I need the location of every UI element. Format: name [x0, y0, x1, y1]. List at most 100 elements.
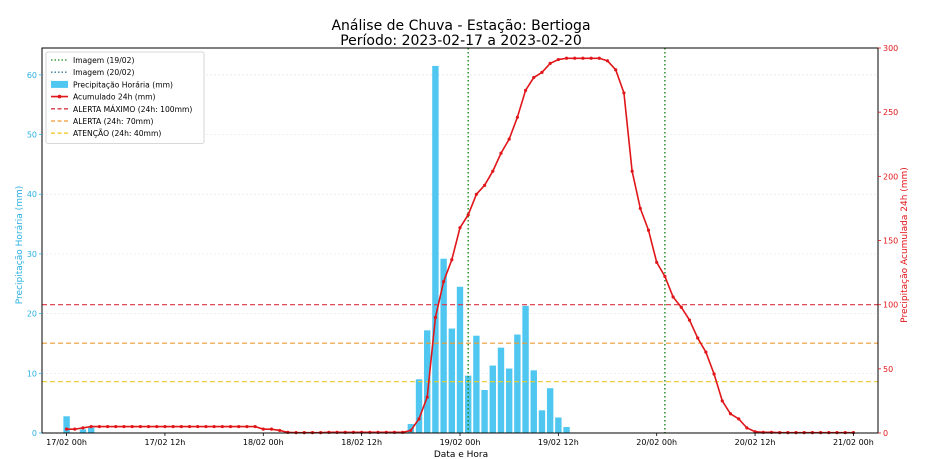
legend-label: Imagem (20/02): [73, 68, 134, 77]
accum-point: [581, 56, 585, 60]
precip-bar: [79, 429, 87, 433]
accum-point: [138, 424, 142, 429]
precip-bar: [448, 328, 456, 433]
accum-point: [646, 228, 651, 232]
accum-point: [540, 70, 544, 74]
precip-bar: [538, 410, 546, 433]
precip-bar: [555, 417, 562, 433]
accum-point: [89, 424, 93, 429]
accum-point: [196, 424, 200, 429]
x-axis-label: Data e Hora: [434, 450, 488, 459]
x-tick-label: 17/02 12h: [145, 438, 186, 447]
accum-point: [278, 428, 282, 433]
accum-point: [155, 424, 159, 429]
accum-point: [704, 350, 708, 354]
legend-item: Acumulado 24h (mm): [51, 93, 156, 102]
y-right-tick-label: 50: [883, 365, 893, 374]
x-tick-label: 18/02 00h: [243, 438, 284, 447]
accum-point: [564, 56, 569, 60]
accum-point: [532, 75, 536, 80]
y-right-tick-label: 150: [883, 237, 898, 246]
accum-point: [73, 427, 77, 431]
legend-item: Imagem (20/02): [51, 68, 134, 77]
y-left-tick-label: 60: [27, 71, 37, 80]
accum-point: [548, 61, 552, 65]
accum-point: [105, 424, 110, 429]
accum-point: [163, 424, 167, 429]
accum-point: [171, 424, 175, 429]
legend: Imagem (19/02) Imagem (20/02) Precipitação…: [45, 51, 205, 144]
accum-point: [507, 137, 511, 141]
x-tick-label: 17/02 00h: [46, 438, 87, 447]
accum-point: [220, 424, 224, 429]
accum-point: [679, 305, 683, 309]
accum-point: [671, 295, 675, 299]
accum-point: [499, 151, 503, 155]
accum-point: [64, 427, 69, 431]
precip-bar: [63, 416, 70, 433]
precip-bar: [546, 388, 554, 433]
precip-bar: [522, 305, 529, 433]
accum-point: [81, 426, 85, 430]
accum-point: [204, 424, 208, 429]
legend-label: Acumulado 24h (mm): [73, 93, 156, 102]
y-left-tick-label: 40: [27, 190, 37, 199]
accum-point: [212, 424, 216, 429]
accum-point: [523, 88, 528, 92]
y-right-tick-label: 200: [883, 172, 898, 181]
accum-point: [228, 424, 233, 429]
accum-point: [245, 424, 249, 429]
legend-label: Precipitação Horária (mm): [73, 80, 173, 89]
legend-item: Precipitação Horária (mm): [51, 80, 173, 89]
accum-point: [622, 91, 626, 95]
y-axis-right-label: Precipitação Acumulada 24h (mm): [900, 167, 910, 323]
accum-point: [433, 315, 438, 320]
y-left-tick-label: 0: [32, 429, 37, 438]
chart-subtitle: Período: 2023-02-17 a 2023-02-20: [340, 33, 582, 49]
accum-point: [663, 274, 667, 279]
legend-marker: [57, 94, 62, 99]
precip-bar: [497, 347, 505, 433]
precip-bar: [489, 365, 496, 433]
precip-bar: [432, 65, 439, 433]
legend-swatch: [51, 80, 68, 88]
legend-item: ALERTA (24h: 70mm): [51, 117, 153, 126]
accum-point: [737, 417, 741, 421]
x-tick-label: 18/02 12h: [341, 438, 382, 447]
accum-point: [417, 417, 421, 421]
accum-point: [491, 169, 495, 173]
x-tick-label: 19/02 00h: [440, 438, 481, 447]
precip-bar: [530, 370, 537, 433]
accum-point: [122, 424, 126, 429]
y-left-tick-label: 20: [27, 310, 37, 319]
accum-point: [409, 428, 413, 433]
y-left-tick-label: 50: [27, 131, 37, 140]
accum-point: [597, 56, 601, 60]
accumulated-series: [64, 56, 856, 435]
y-right-tick-label: 100: [883, 301, 898, 310]
precip-bar: [505, 368, 513, 433]
axes: 17/02 00h 17/02 12h 18/02 00h 18/02 12h 19/0…: [27, 44, 898, 447]
chart-title: Análise de Chuva - Estação: Bertioga: [331, 18, 590, 34]
precip-bar: [407, 424, 415, 433]
accum-point: [696, 336, 700, 340]
precip-bar: [87, 427, 95, 433]
y-axis-left-label: Precipitação Horária (mm): [15, 186, 25, 304]
accum-point: [614, 68, 618, 72]
accum-point: [556, 57, 560, 62]
accum-point: [253, 424, 257, 429]
precip-bar: [415, 379, 423, 433]
y-right-tick-label: 300: [883, 44, 898, 53]
accum-point: [442, 279, 446, 284]
accum-point: [97, 424, 101, 429]
reference-lines: [42, 48, 878, 433]
legend-item: Imagem (19/02): [51, 56, 134, 65]
accum-point: [630, 169, 634, 173]
accum-point: [728, 412, 733, 416]
legend-label: ALERTA MÁXIMO (24h: 100mm): [73, 105, 192, 114]
accum-point: [474, 192, 478, 196]
legend-label: ATENÇÃO (24h: 40mm): [73, 129, 161, 138]
accum-point: [573, 56, 577, 60]
accum-point: [589, 56, 593, 60]
